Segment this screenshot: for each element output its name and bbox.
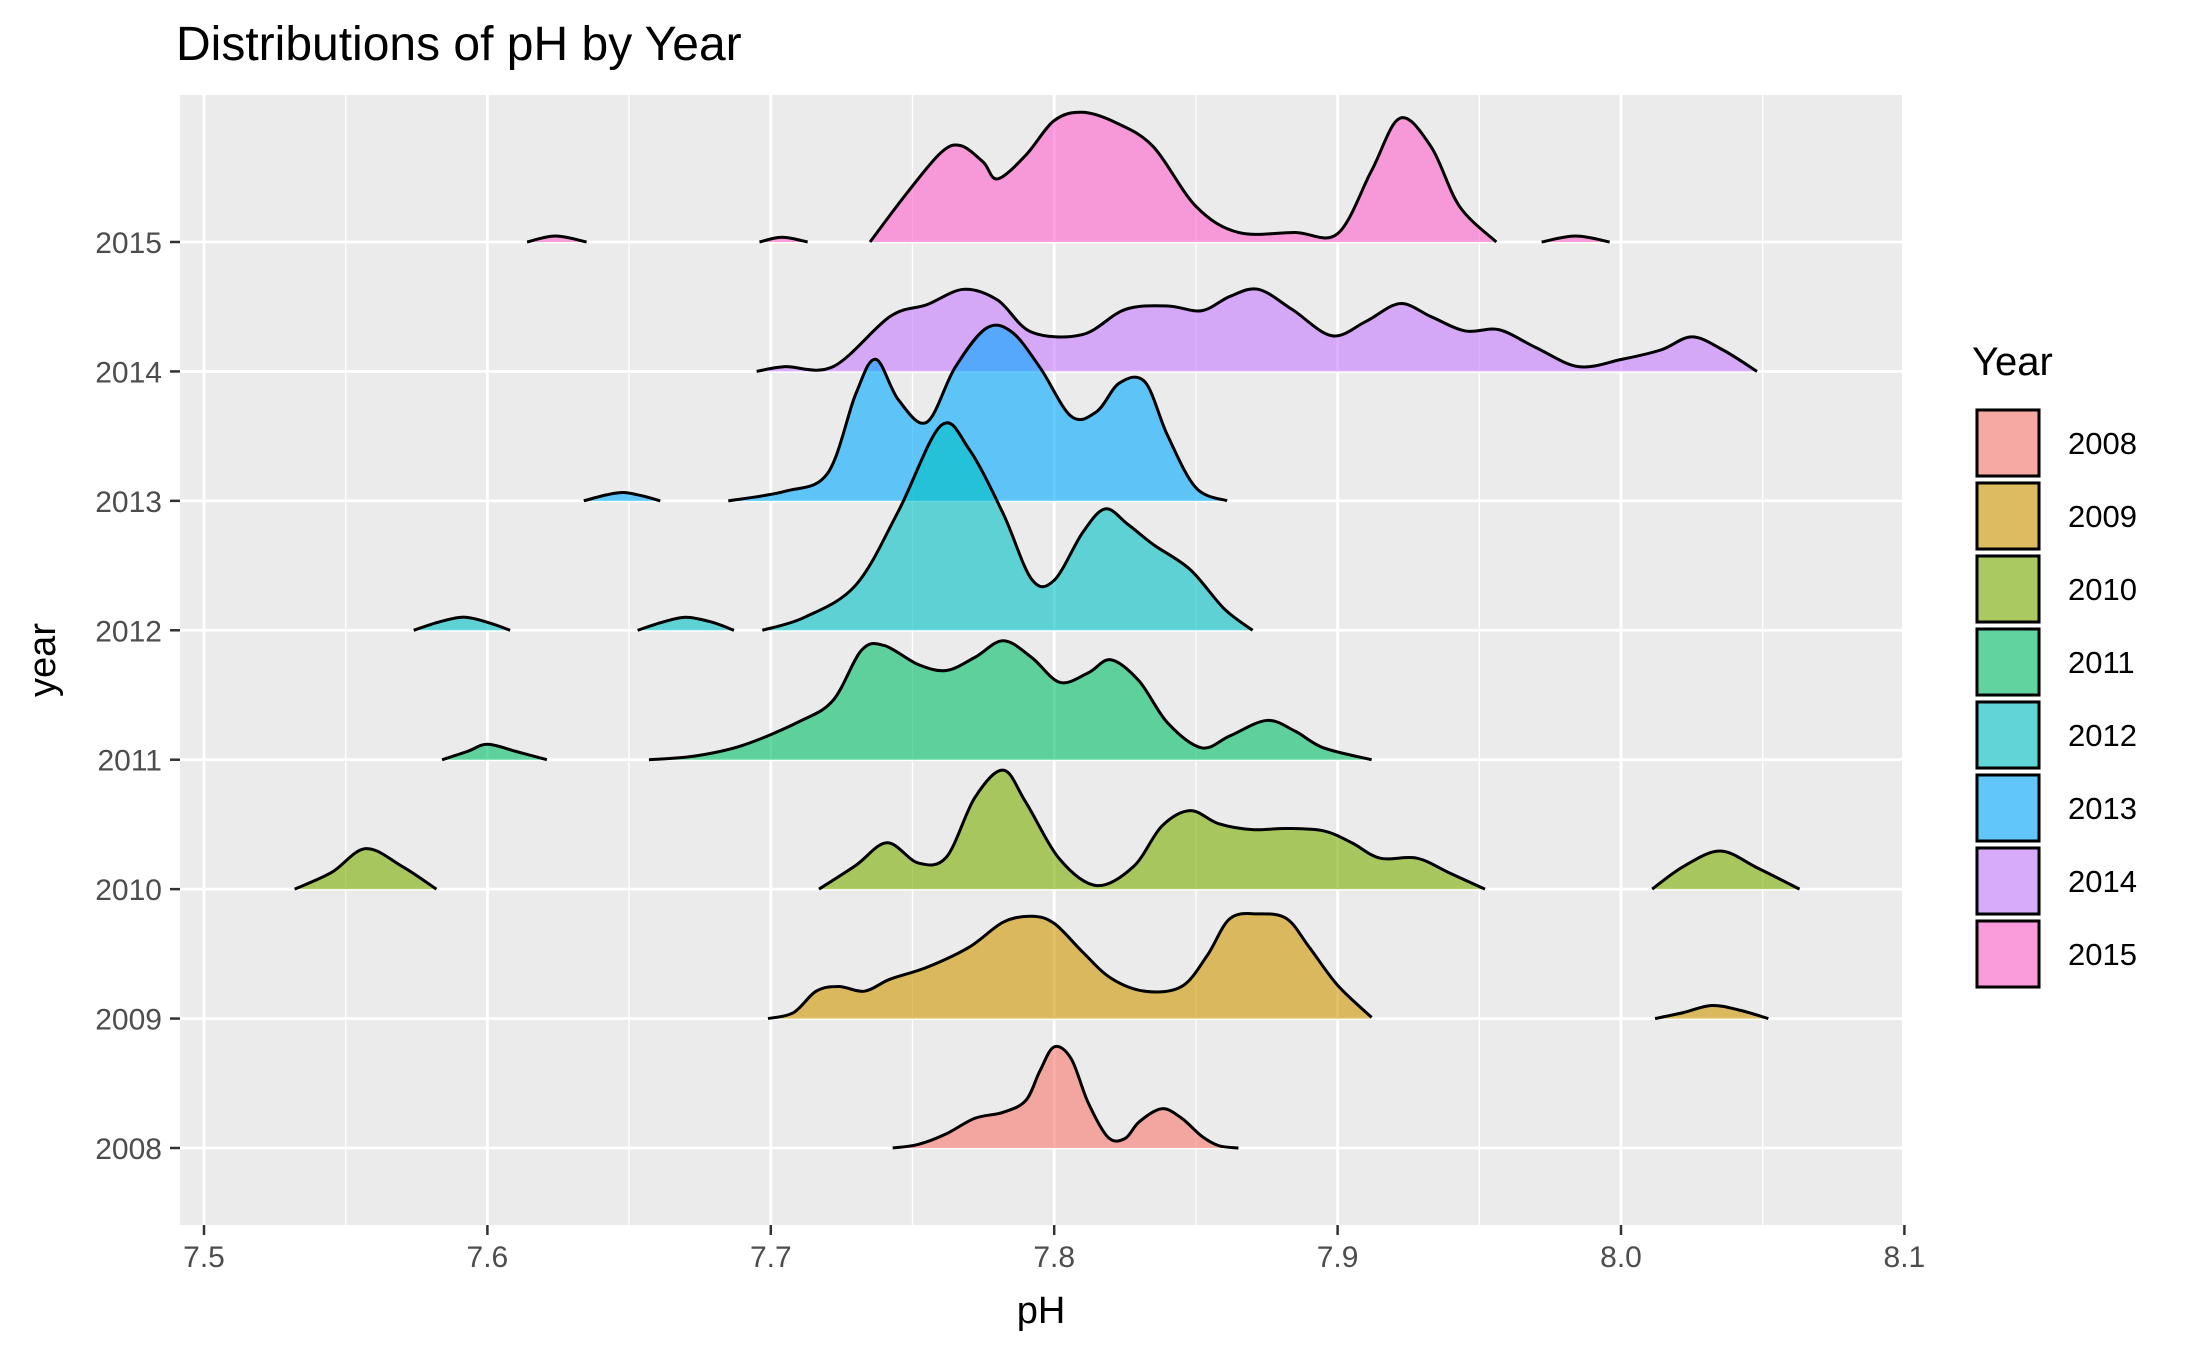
ridge-outline-2009 [1654,1003,1769,1021]
y-tick-label: 2011 [97,745,162,778]
ridge-fill-2010 [1652,851,1800,890]
legend-item-2013: 2013 [1975,773,2137,843]
legend-item-2014: 2014 [1975,846,2137,916]
ridge-fill-2013 [583,492,661,501]
legend-title: Year [1972,340,2053,384]
legend: Year 2008 2009 2010 2011 2012 2013 2014 2015 [1972,340,2137,989]
legend-label: 2009 [2068,499,2137,534]
y-tick-label: 2013 [95,486,162,519]
legend-label: 2010 [2068,572,2137,607]
legend-item-2015: 2015 [1975,919,2137,989]
legend-swatch [1975,846,2041,916]
ridge-outline-2011 [648,639,1372,762]
ridge-outline-2010 [1651,849,1801,891]
ridge-fill-2015 [759,237,808,242]
x-tick-label: 8.1 [1884,1241,1926,1274]
ridge-fill-2011 [648,640,1372,760]
x-tick-label: 7.5 [183,1241,225,1274]
x-axis-label: pH [1017,1290,1066,1332]
x-tick-label: 7.6 [467,1241,509,1274]
y-axis: 2008 2009 2010 2011 2012 2013 2014 2015 [95,227,180,1166]
ridge-outline-2015 [868,110,1498,244]
ridge-outline-2013 [583,491,661,503]
ridge-outline-2015 [759,235,808,244]
ridges [294,110,1801,1150]
y-tick-label: 2008 [95,1133,162,1166]
y-tick-label: 2012 [95,615,162,648]
ridge-fill-2008 [892,1046,1239,1148]
legend-item-2012: 2012 [1975,700,2137,770]
ridge-fill-2015 [1541,236,1610,242]
ridge-outline-2014 [756,287,1758,373]
legend-item-2011: 2011 [1975,627,2135,697]
ridge-outline-2011 [441,742,548,762]
ridge-outline-2010 [818,768,1486,891]
y-tick-label: 2014 [95,356,162,389]
legend-label: 2011 [2068,645,2135,680]
legend-label: 2015 [2068,937,2137,972]
ridge-outline-2008 [892,1044,1239,1150]
legend-swatch [1975,481,2041,551]
legend-swatch [1975,627,2041,697]
legend-label: 2012 [2068,718,2137,753]
y-tick-label: 2009 [95,1004,162,1037]
ridge-fill-2009 [1655,1005,1769,1019]
ridge-outline-2012 [413,615,511,632]
ridge-fill-2012 [637,617,734,631]
legend-label: 2014 [2068,864,2137,899]
ridge-outline-2010 [294,847,438,891]
legend-swatch [1975,773,2041,843]
x-axis: 7.5 7.6 7.7 7.8 7.9 8.0 8.1 [183,1225,1925,1274]
y-tick-label: 2015 [95,227,162,260]
legend-swatch [1975,700,2041,770]
legend-swatch [1975,408,2041,478]
ridge-outline-2012 [761,421,1254,632]
ridge-outline-2013 [728,323,1228,503]
ridge-outline-2009 [767,912,1373,1021]
ridge-fill-2013 [728,325,1228,501]
ridge-fill-2012 [413,617,511,631]
legend-item-2010: 2010 [1975,554,2137,624]
ridge-fill-2015 [869,112,1497,242]
ridge-fill-2009 [767,913,1372,1019]
x-tick-label: 8.0 [1600,1241,1642,1274]
ridge-fill-2010 [818,770,1485,890]
ridge-fill-2015 [527,236,587,242]
ridge-outline-2015 [526,234,587,244]
legend-item-2009: 2009 [1975,481,2137,551]
ridge-outline-2012 [637,615,735,632]
x-tick-label: 7.7 [750,1241,792,1274]
x-tick-label: 7.9 [1317,1241,1359,1274]
legend-label: 2013 [2068,791,2137,826]
legend-label: 2008 [2068,426,2137,461]
y-tick-label: 2010 [95,874,162,907]
legend-swatch [1975,554,2041,624]
x-tick-label: 7.8 [1033,1241,1075,1274]
ridge-fill-2011 [442,744,547,760]
legend-item-2008: 2008 [1975,408,2137,478]
chart-title: Distributions of pH by Year [176,18,742,71]
y-axis-label: year [22,623,64,697]
ridge-outline-2015 [1541,234,1610,244]
legend-swatch [1975,919,2041,989]
ridge-fill-2010 [294,848,437,890]
plot-panel [180,95,1902,1225]
